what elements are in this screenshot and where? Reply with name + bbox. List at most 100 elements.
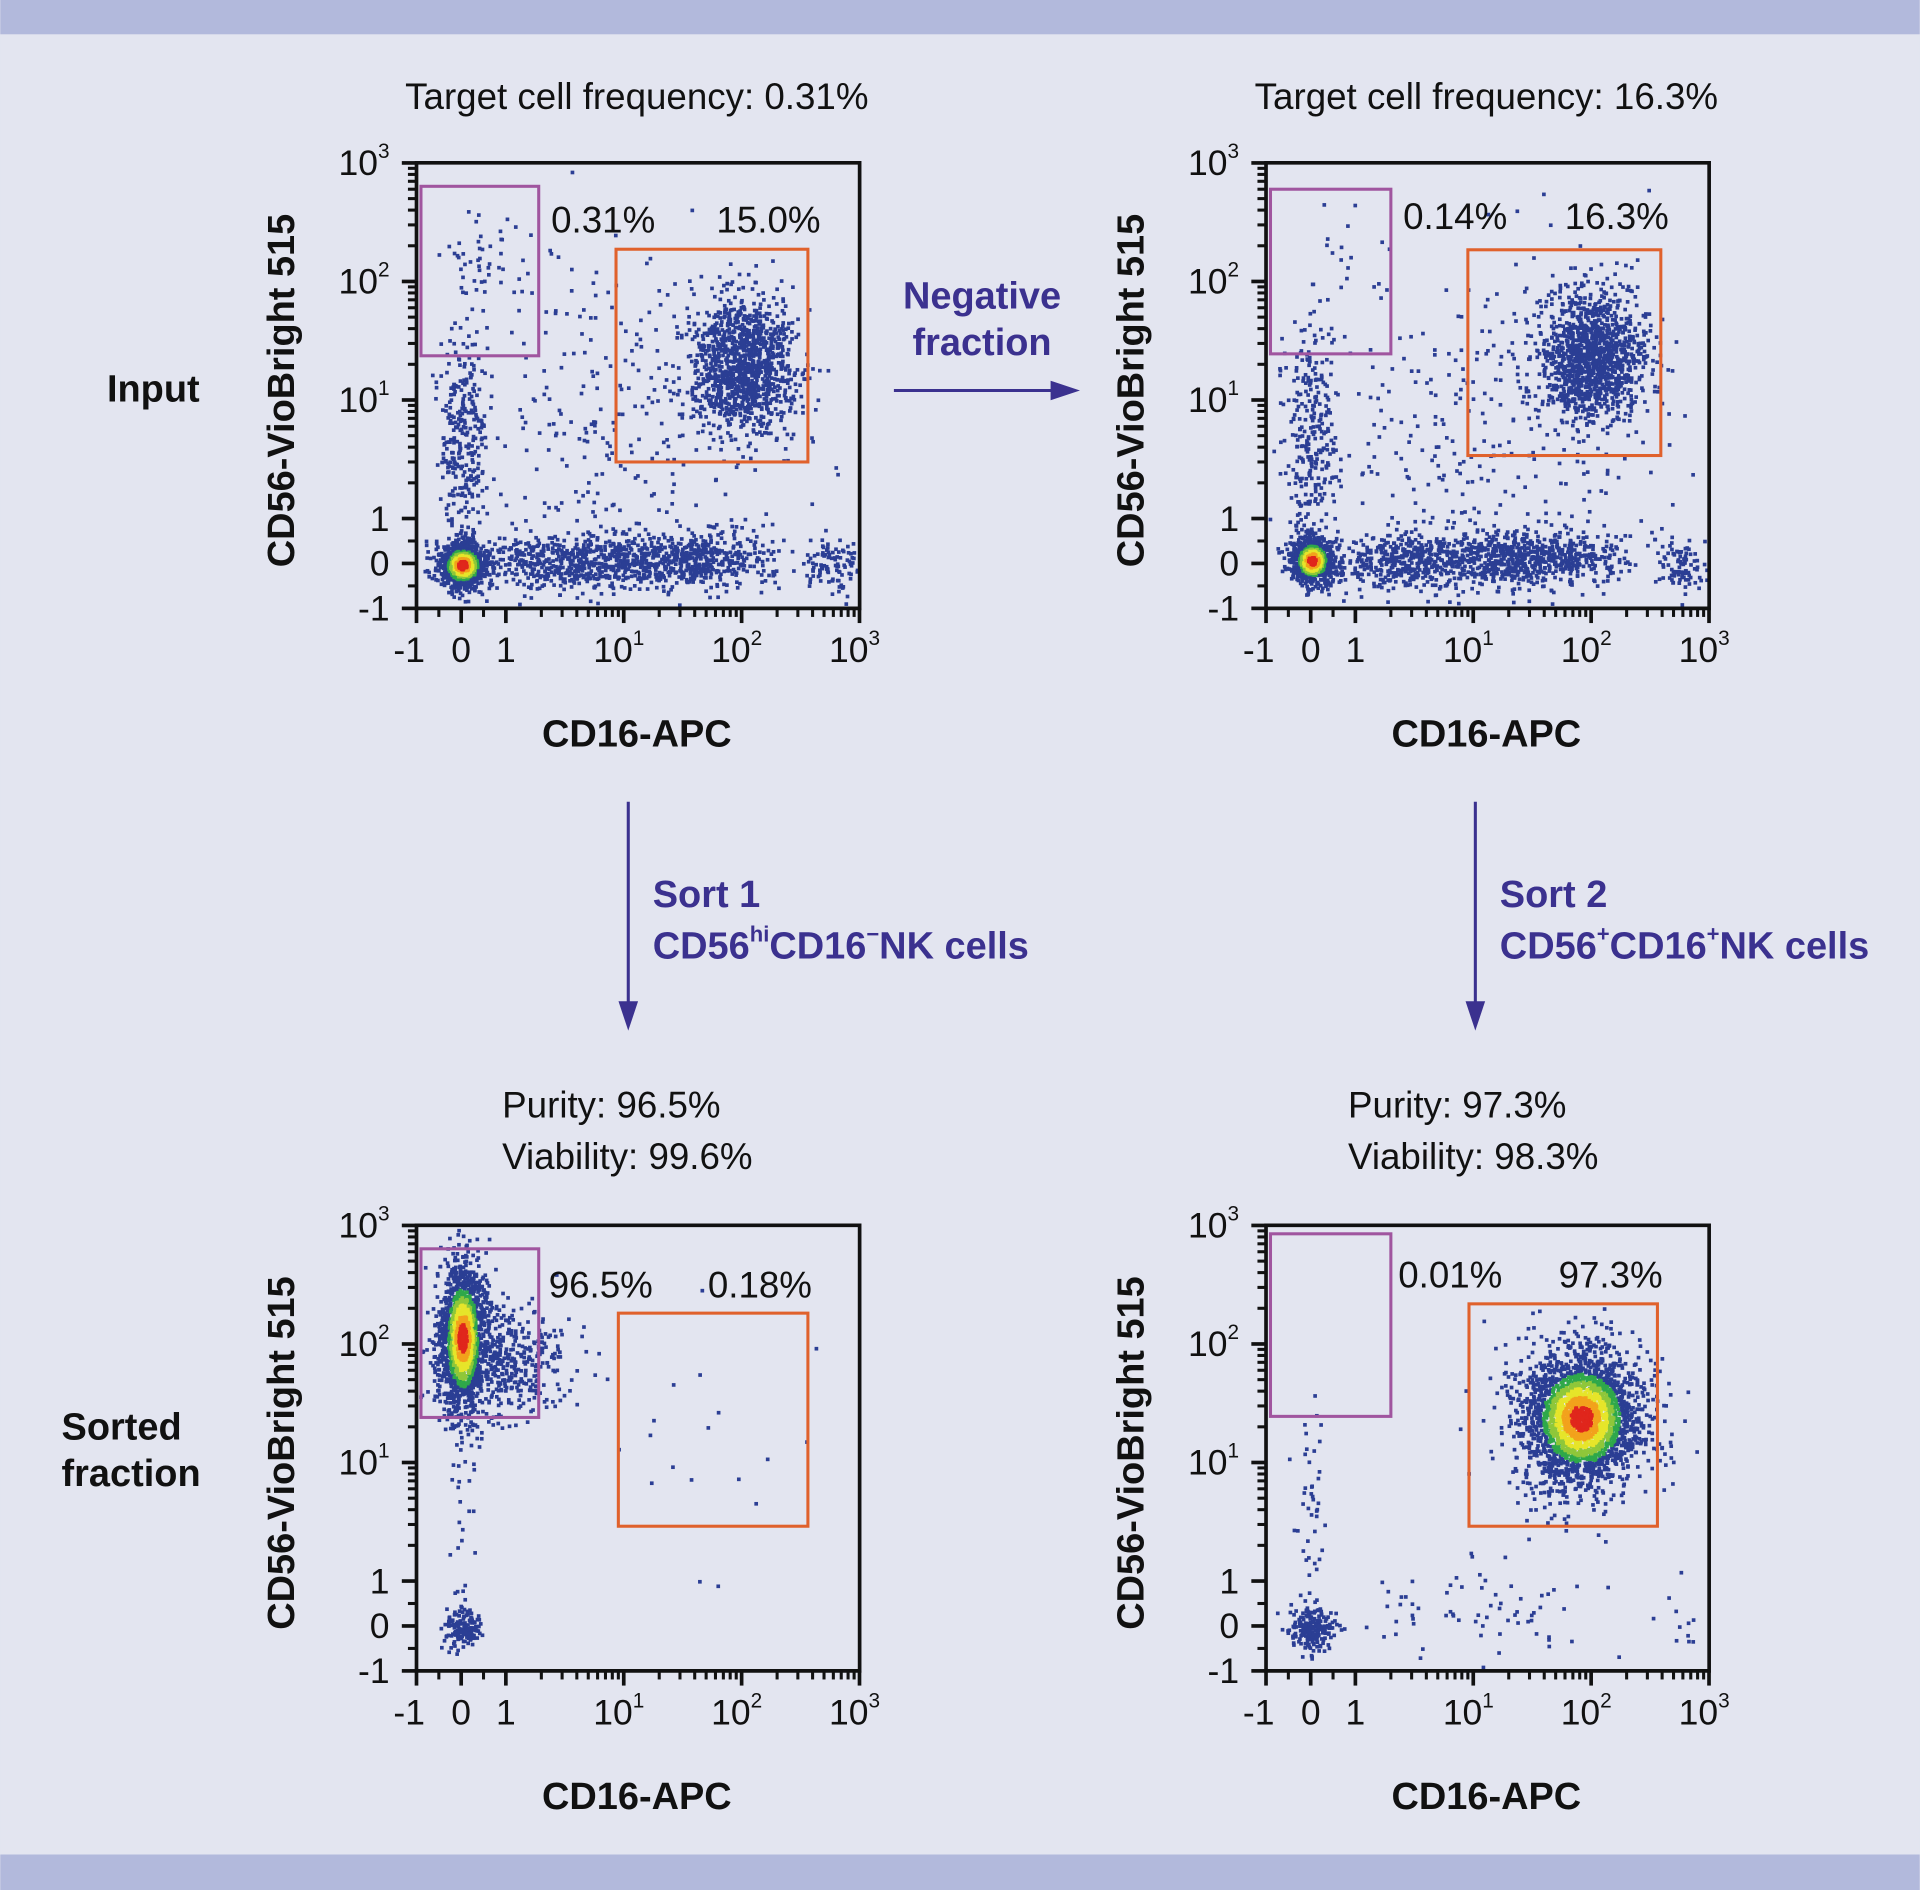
event-dot [644,569,649,574]
event-dot [514,527,518,531]
event-dot [701,381,706,386]
event-dot [712,405,717,410]
event-dot [707,327,712,332]
event-dot [471,460,475,465]
event-dot [479,580,484,585]
event-dot [699,405,703,409]
event-dot [637,548,642,552]
event-dot [665,437,669,442]
event-dot [480,442,484,447]
event-dot [671,391,676,396]
event-dot [737,272,742,277]
event-dot [774,331,779,335]
event-dot [811,568,815,572]
event-dot [522,582,526,587]
event-dot [666,444,671,449]
event-dot [764,430,768,435]
event-dot [749,382,753,387]
event-dot [1660,544,1665,549]
event-dot [524,448,529,453]
event-dot [699,579,703,584]
event-dot [728,351,733,356]
event-dot [581,554,585,559]
event-dot [1374,549,1379,553]
event-dot [517,277,522,281]
event-dot [532,574,536,579]
event-dot [479,280,484,284]
event-dot [678,524,682,528]
event-dot [787,321,791,326]
event-dot [458,486,462,490]
event-dot [1566,531,1570,536]
event-dot [441,451,446,456]
event-dot [835,555,840,559]
event-dot [572,555,577,560]
event-dot [1452,520,1457,525]
event-dot [835,568,839,573]
event-dot [826,555,831,560]
event-dot [731,544,736,549]
event-dot [733,365,737,370]
event-dot [724,336,729,341]
event-dot [652,552,656,556]
event-dot [696,547,701,552]
event-dot [732,536,737,541]
event-dot [1424,543,1429,547]
event-dot [628,546,633,551]
event-dot [593,293,598,298]
event-dot [739,389,743,394]
event-dot [630,348,634,353]
event-dot [605,573,610,578]
event-dot [625,554,630,558]
event-dot [469,410,474,415]
event-dot [529,586,533,591]
event-dot [741,361,746,365]
event-dot [610,581,614,586]
event-dot [764,395,769,399]
event-dot [526,541,531,545]
event-dot [1530,564,1534,568]
event-dot [751,336,756,341]
event-dot [701,580,705,585]
event-dot [434,396,438,401]
event-dot [750,373,754,378]
event-dot [787,371,791,376]
event-dot [520,563,524,568]
event-dot [490,547,494,552]
event-dot [582,308,586,312]
event-dot [447,536,451,541]
event-dot [750,365,754,370]
event-dot [707,366,711,371]
event-dot [661,573,666,578]
event-dot [591,510,595,514]
event-dot [644,576,649,580]
event-dot [440,475,445,480]
event-dot [545,577,549,581]
event-dot [471,410,476,415]
event-dot [563,571,568,576]
event-dot [690,337,695,342]
event-dot [1285,547,1290,552]
event-dot [717,275,722,279]
event-dot [697,345,702,349]
event-dot [472,382,477,387]
event-dot [476,474,481,479]
event-dot [849,551,853,556]
event-dot [796,317,800,322]
event-dot [594,548,599,553]
event-dot [527,544,532,548]
event-dot [702,575,707,580]
event-dot [1445,549,1450,554]
event-dot [660,571,664,576]
event-dot [651,555,655,560]
event-dot [757,322,762,326]
event-dot [700,334,705,338]
event-dot [701,337,706,342]
event-dot [681,570,686,575]
event-dot [764,311,769,316]
event-dot [439,374,444,378]
event-dot [550,546,555,551]
event-dot [694,330,699,334]
event-dot [752,373,757,378]
event-dot [716,595,720,600]
